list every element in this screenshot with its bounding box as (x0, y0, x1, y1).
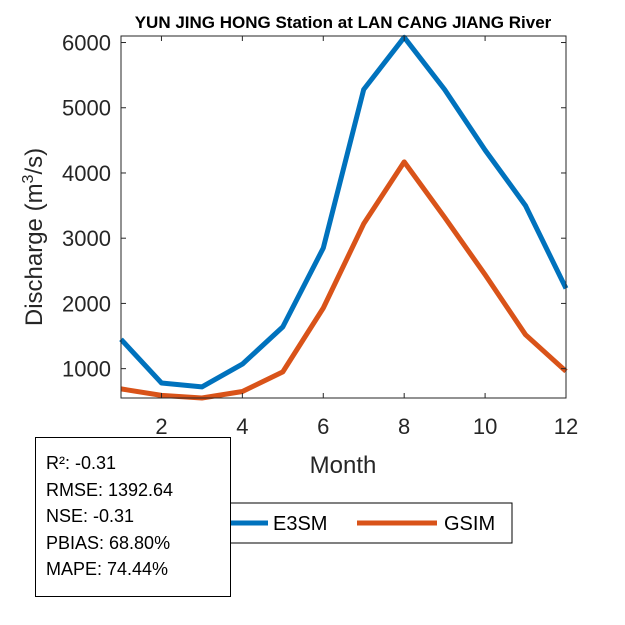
y-axis-label: Discharge (m3/s) (20, 148, 48, 326)
x-tick-label: 4 (236, 414, 248, 439)
x-tick-label: 2 (155, 414, 167, 439)
stats-box: R²: -0.31 RMSE: 1392.64 NSE: -0.31 PBIAS… (35, 437, 231, 597)
legend-label-gsim: GSIM (444, 513, 495, 535)
y-tick-label: 4000 (62, 161, 111, 186)
y-tick-label: 3000 (62, 226, 111, 251)
stat-mape: MAPE: 74.44% (46, 559, 169, 579)
stat-r2: R²: -0.31 (46, 453, 117, 473)
x-tick-label: 8 (398, 414, 410, 439)
stat-rmse: RMSE: 1392.64 (46, 479, 174, 500)
y-tick-label: 2000 (62, 291, 111, 316)
y-tick-label: 5000 (62, 96, 111, 121)
y-tick-label: 6000 (62, 31, 111, 56)
x-axis-label: Month (310, 452, 377, 479)
chart-title: YUN JING HONG Station at LAN CANG JIANG … (135, 13, 552, 32)
series-line-e3sm (119, 34, 569, 390)
stat-nse: NSE: -0.31 (46, 506, 135, 526)
x-tick-label: 10 (473, 414, 497, 439)
stat-pbias: PBIAS: 68.80% (46, 532, 171, 553)
plot-area: 2 4 6 8 10 12 1000 2000 3000 4000 5000 6000 (62, 31, 578, 439)
x-tick-label: 6 (317, 414, 329, 439)
y-tick-label: 1000 (62, 357, 111, 382)
series-line-gsim (120, 159, 568, 401)
axes-box (120, 35, 567, 399)
legend-label-e3sm: E3SM (273, 513, 327, 535)
x-tick-label: 12 (554, 414, 578, 439)
legend: E3SM GSIM (212, 502, 513, 544)
